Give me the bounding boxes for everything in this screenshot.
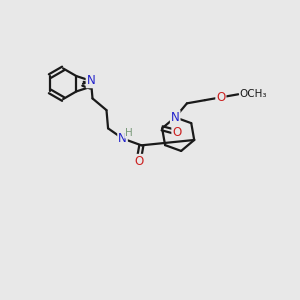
Text: OCH₃: OCH₃ bbox=[240, 89, 267, 99]
Text: O: O bbox=[172, 126, 182, 139]
Text: O: O bbox=[216, 91, 226, 104]
Text: H: H bbox=[125, 128, 133, 138]
Text: N: N bbox=[171, 111, 180, 124]
Text: N: N bbox=[87, 74, 95, 87]
Text: N: N bbox=[118, 132, 127, 145]
Text: O: O bbox=[134, 155, 143, 168]
